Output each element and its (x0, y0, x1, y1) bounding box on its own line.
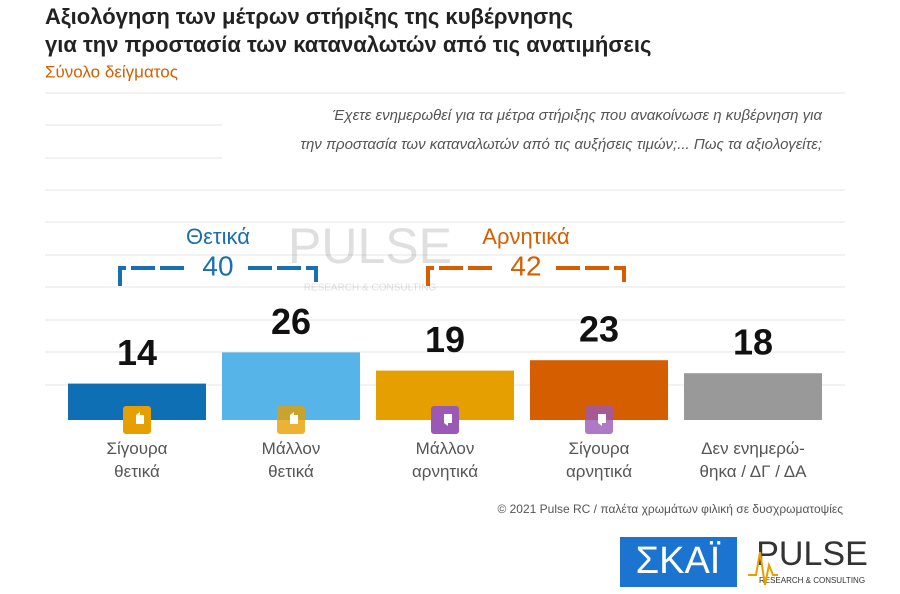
pulse-logo-text: PULSE (756, 535, 868, 573)
skai-logo-text: ΣΚΑΪ (636, 540, 721, 582)
label-line: Σίγουρα (568, 439, 629, 458)
value-label: 18 (733, 322, 773, 363)
group-total: 42 (510, 250, 541, 281)
group-name: Θετικά (186, 224, 250, 249)
pulse-logo-sub: RESEARCH & CONSULTING (759, 576, 865, 585)
icon-thumb (284, 412, 298, 424)
label-line: αρνητικά (412, 462, 478, 481)
subtitle: Σύνολο δείγματος (45, 62, 178, 81)
label-line: Δεν ενημερώ- (701, 439, 805, 458)
watermark-sub: RESEARCH & CONSULTING (304, 283, 437, 294)
label-line: Σίγουρα (106, 439, 167, 458)
group-bracket (118, 266, 318, 286)
label-line: θετικά (114, 462, 160, 481)
value-label: 14 (117, 332, 157, 373)
icon-thumb (130, 412, 144, 424)
value-label: 26 (271, 301, 311, 342)
pulse-logo-wave (748, 551, 778, 586)
bar (684, 373, 822, 420)
x-tick-label: Μάλλον αρνητικά (412, 439, 478, 481)
group-name: Αρνητικά (482, 224, 570, 249)
watermark-text: PULSE (288, 218, 452, 274)
x-tick-label: Μάλλον θετικά (262, 439, 321, 481)
group-bracket (426, 266, 626, 286)
question-line: την προστασία των καταναλωτών από τις αυ… (300, 136, 822, 153)
label-line: Μάλλον (416, 439, 475, 458)
x-tick-label: Δεν ενημερώ-θηκα / ΔΓ / ΔΑ (700, 439, 808, 481)
value-label: 23 (579, 309, 619, 350)
title-line: Αξιολόγηση των μέτρων στήριξης της κυβέρ… (45, 4, 573, 29)
label-line: θηκα / ΔΓ / ΔΑ (700, 462, 808, 481)
label-line: θετικά (268, 462, 314, 481)
x-tick-label: Σίγουρα αρνητικά (566, 439, 632, 481)
skai-logo (620, 537, 737, 587)
icon-thumb (438, 414, 452, 426)
title-line: για την προστασία των καταναλωτών από τι… (45, 32, 651, 57)
footer: © 2021 Pulse RC / παλέτα χρωμάτων φιλική… (497, 502, 843, 516)
x-tick-label: Σίγουρα θετικά (106, 439, 167, 481)
label-line: Μάλλον (262, 439, 321, 458)
label-line: αρνητικά (566, 462, 632, 481)
question-line: Έχετε ενημερωθεί για τα μέτρα στήριξης π… (333, 107, 823, 124)
watermark: PULSE RESEARCH & CONSULTING (288, 218, 452, 293)
icon-thumb (592, 414, 606, 426)
group-total: 40 (202, 250, 233, 281)
value-label: 19 (425, 319, 465, 360)
